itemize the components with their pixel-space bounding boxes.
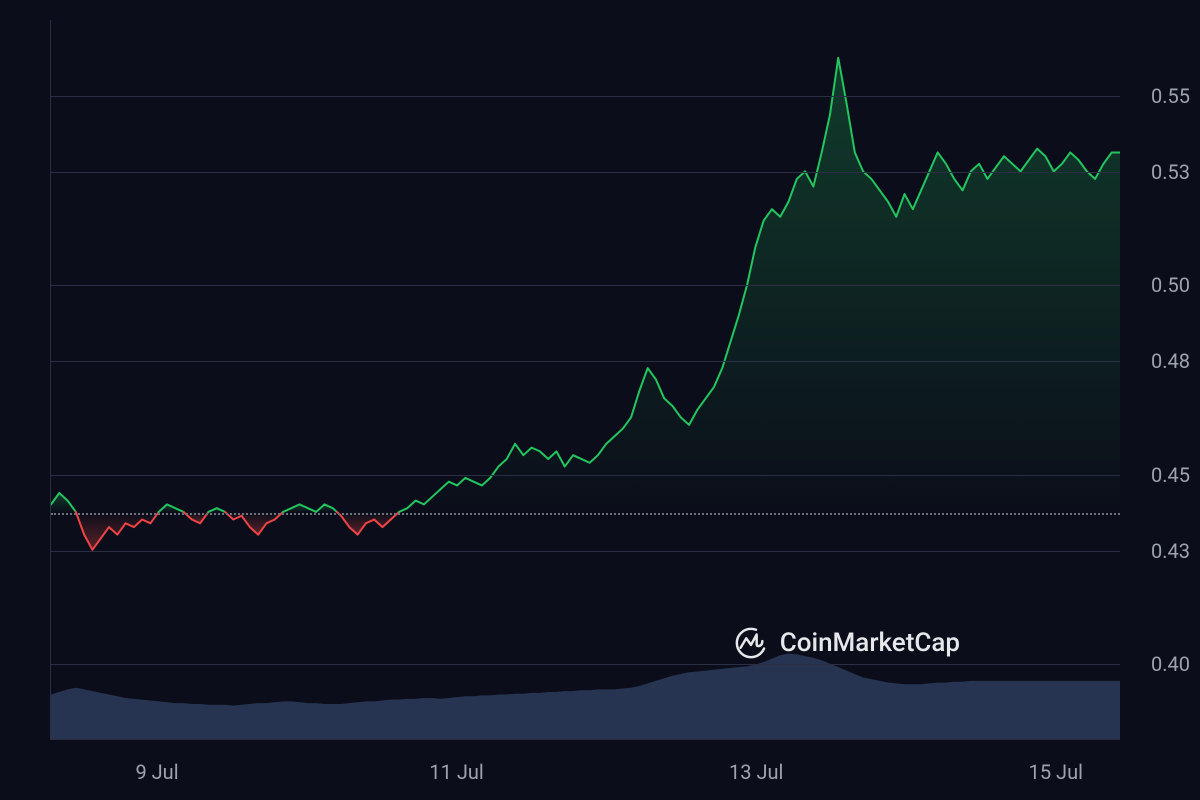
y-tick-label: 0.45 [1151, 463, 1190, 487]
gridline [51, 361, 1120, 362]
y-tick-label: 0.40 [1151, 652, 1190, 676]
y-tick-label: 0.50 [1151, 273, 1190, 297]
watermark: CoinMarketCap [734, 626, 960, 660]
gridline [51, 551, 1120, 552]
gridline [51, 475, 1120, 476]
y-tick-label: 0.53 [1151, 160, 1190, 184]
x-axis: 9 Jul 11 Jul 13 Jul 15 Jul [50, 760, 1120, 790]
x-tick-label: 11 Jul [429, 760, 483, 784]
x-tick-label: 9 Jul [135, 760, 178, 784]
y-tick-label: 0.48 [1151, 349, 1190, 373]
x-tick-label: 13 Jul [729, 760, 783, 784]
y-tick-label: 0.55 [1151, 84, 1190, 108]
x-tick-label: 15 Jul [1029, 760, 1083, 784]
y-axis: 0.40 0.43 0.45 0.48 0.50 0.53 0.55 [1130, 20, 1190, 740]
watermark-text: CoinMarketCap [780, 628, 960, 658]
gridline [51, 664, 1120, 665]
gridline [51, 96, 1120, 97]
gridline [51, 172, 1120, 173]
coinmarketcap-icon [734, 626, 768, 660]
volume-area-chart [51, 649, 1120, 739]
gridline [51, 285, 1120, 286]
y-tick-label: 0.43 [1151, 539, 1190, 563]
baseline [51, 513, 1120, 515]
